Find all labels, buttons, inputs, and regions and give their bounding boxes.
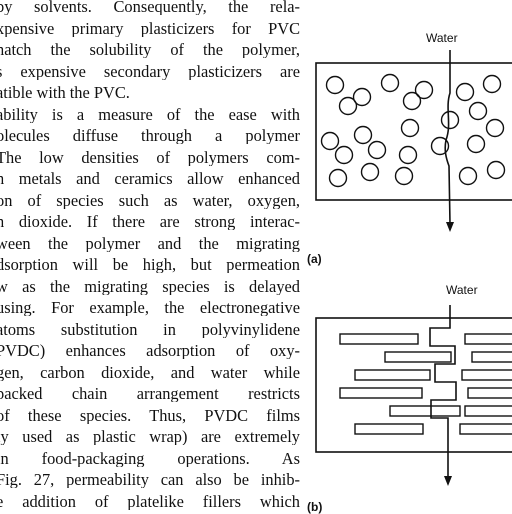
text-line: atible with the PVC. (0, 84, 130, 101)
particle-circle (486, 160, 506, 180)
particle-circle (334, 145, 354, 165)
figure-drawing (315, 50, 512, 486)
text-line: by solvents. Consequently, the rela- (0, 0, 300, 15)
text-line: using. For example, the electronegative (0, 299, 300, 316)
text-line: atoms substitution in polyvinylidene (0, 320, 300, 338)
platelet-filler (384, 351, 452, 363)
text-line: w as the migrating species is delayed (0, 277, 300, 295)
panel-a-water-path (444, 50, 451, 225)
particle-circle (325, 75, 345, 95)
particle-circle (402, 91, 422, 111)
platelet-filler (467, 387, 512, 399)
particle-circle (398, 145, 418, 165)
panel-b-water-path (429, 305, 457, 478)
particle-circle (468, 101, 488, 121)
platelet-filler (339, 333, 419, 345)
panel-a-water-label: Water (426, 31, 458, 45)
panel-a-arrowhead (446, 222, 454, 232)
panel-a-drawing (315, 50, 512, 232)
platelet-filler (464, 333, 512, 345)
text-line: n dioxide. If there are strong interac- (0, 213, 300, 230)
particle-circle (353, 125, 373, 145)
text-line: xpensive primary plasticizers for PVC (0, 19, 300, 37)
platelet-filler (471, 351, 512, 363)
text-line: in food-packaging operations. As (0, 449, 300, 467)
panel-b-label: (b) (307, 500, 323, 514)
panel-b-platelets (339, 333, 512, 435)
text-line: n metals and ceramics allow enhanced (0, 170, 300, 187)
particle-circle (455, 82, 475, 102)
particle-circle (380, 73, 400, 93)
panel-a-polymer-box (315, 62, 512, 201)
particle-circle (485, 118, 505, 138)
platelet-filler (354, 369, 431, 381)
text-line: gen, carbon dioxide, and water while (0, 363, 300, 381)
text-line: dsorption will be high, but permeation (0, 256, 300, 273)
text-line: PVDC) enhances adsorption of oxy- (0, 342, 300, 359)
text-line: of these species. Thus, PVDC films (0, 406, 300, 424)
text-line: The low densities of polymers com- (0, 148, 300, 166)
panel-b-polymer-box (315, 317, 512, 453)
particle-circle (320, 131, 340, 151)
permeation-figure: Water (a) Water (b) (300, 0, 512, 514)
panel-b-water-label: Water (446, 283, 478, 297)
panel-a-particles (320, 73, 506, 188)
text-line: on of species such as water, oxygen, (0, 191, 300, 209)
particle-circle (352, 87, 372, 107)
text-line: ween the polymer and the migrating (0, 234, 300, 252)
platelet-filler (339, 387, 423, 399)
particle-circle (482, 74, 502, 94)
platelet-filler (389, 405, 461, 417)
particle-circle (414, 80, 434, 100)
panel-a-label: (a) (307, 252, 322, 266)
text-line: Fig. 27, permeability can also be inhib- (0, 471, 300, 488)
particle-circle (367, 140, 387, 160)
particle-circle (400, 118, 420, 138)
text-line: olecules diffuse through a polymer (0, 127, 300, 144)
particle-circle (394, 166, 414, 186)
particle-circle (458, 166, 478, 186)
text-line: natch the solubility of the polymer, (0, 41, 300, 58)
text-line: s expensive secondary plasticizers are (0, 62, 300, 80)
text-line: ly used as plastic wrap) are extremely (0, 428, 300, 445)
platelet-filler (461, 369, 512, 381)
particle-circle (338, 96, 358, 116)
panel-b-drawing (315, 305, 512, 486)
text-line: e addition of platelike fillers which (0, 492, 300, 510)
platelet-filler (459, 423, 512, 435)
particle-circle (328, 168, 348, 188)
particle-circle (440, 110, 460, 130)
particle-circle (360, 162, 380, 182)
platelet-filler (464, 405, 512, 417)
panel-b-arrowhead (444, 476, 452, 486)
particle-circle (466, 134, 486, 154)
text-line: ability is a measure of the ease with (0, 105, 300, 123)
text-line: packed chain arrangement restricts (0, 385, 300, 402)
platelet-filler (354, 423, 424, 435)
particle-circle (430, 136, 450, 156)
